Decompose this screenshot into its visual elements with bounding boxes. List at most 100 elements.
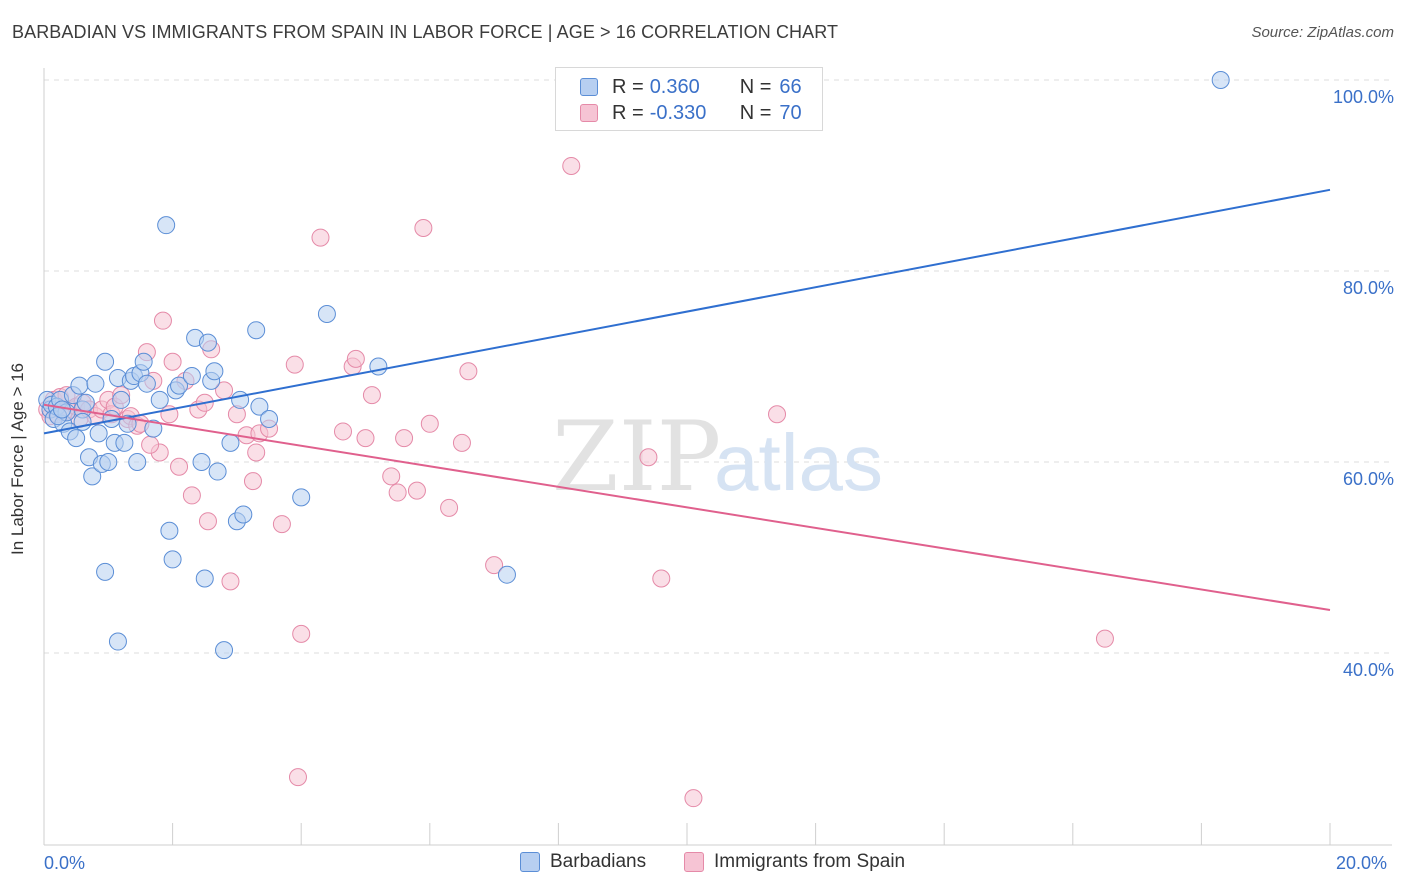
data-point bbox=[83, 467, 102, 486]
r-label: R = bbox=[612, 101, 644, 124]
legend-row-spain: R = -0.330 N = 70 bbox=[580, 102, 802, 124]
legend-item-barbadians[interactable]: Barbadians bbox=[520, 851, 646, 873]
x-tick-label: 0.0% bbox=[44, 853, 86, 873]
grid-lines bbox=[44, 79, 1392, 654]
data-point bbox=[144, 419, 163, 438]
blue-swatch-icon bbox=[520, 852, 540, 872]
data-point bbox=[420, 414, 439, 433]
trend-line bbox=[43, 403, 1331, 612]
data-point bbox=[243, 472, 262, 491]
data-point bbox=[260, 410, 279, 429]
data-point bbox=[333, 422, 352, 441]
series-barbadians bbox=[38, 71, 1230, 660]
data-point bbox=[215, 641, 234, 660]
source-label: Source: ZipAtlas.com bbox=[1251, 24, 1394, 41]
n-value: 66 bbox=[779, 75, 802, 98]
data-point bbox=[356, 429, 375, 448]
data-point bbox=[163, 352, 182, 371]
data-point bbox=[311, 228, 330, 247]
data-point bbox=[99, 453, 118, 471]
data-point bbox=[182, 486, 201, 505]
data-point bbox=[134, 352, 153, 371]
data-point bbox=[292, 624, 311, 643]
data-point bbox=[137, 374, 156, 393]
watermark-zip: ZIP bbox=[552, 401, 721, 513]
r-label: R = bbox=[612, 75, 644, 98]
blue-swatch-icon bbox=[580, 78, 598, 96]
data-point bbox=[150, 390, 169, 409]
data-point bbox=[231, 390, 250, 409]
data-point bbox=[1095, 629, 1114, 648]
stats-legend: R = 0.360 N = 66 R = -0.330 N = 70 bbox=[555, 67, 823, 131]
data-point bbox=[96, 352, 115, 371]
legend-item-spain[interactable]: Immigrants from Spain bbox=[684, 851, 905, 873]
n-label: N = bbox=[739, 75, 772, 98]
data-point bbox=[192, 453, 211, 471]
data-point bbox=[388, 483, 407, 502]
data-point bbox=[459, 362, 478, 381]
data-point bbox=[288, 768, 307, 787]
data-point bbox=[250, 397, 269, 416]
y-axis-label: In Labor Force | Age > 16 bbox=[8, 362, 27, 556]
y-tick-label: 40.0% bbox=[1342, 660, 1394, 680]
data-point bbox=[1211, 71, 1230, 89]
legend-label: Barbadians bbox=[550, 851, 647, 872]
y-tick-label: 60.0% bbox=[1342, 469, 1394, 489]
r-value: 0.360 bbox=[649, 75, 700, 98]
data-point bbox=[208, 462, 227, 481]
data-point bbox=[292, 488, 311, 507]
data-point bbox=[153, 311, 172, 330]
data-point bbox=[163, 550, 182, 569]
data-point bbox=[346, 349, 365, 368]
data-point bbox=[234, 505, 253, 524]
data-point bbox=[452, 433, 471, 452]
data-point bbox=[247, 443, 266, 462]
data-point bbox=[70, 376, 89, 395]
data-point bbox=[89, 424, 108, 443]
y-tick-label: 80.0% bbox=[1342, 278, 1394, 298]
data-point bbox=[768, 405, 787, 424]
data-point bbox=[141, 435, 160, 454]
data-point bbox=[67, 429, 86, 448]
trend-lines bbox=[43, 188, 1331, 612]
n-label: N = bbox=[739, 101, 772, 124]
pink-swatch-icon bbox=[684, 852, 704, 872]
data-point bbox=[128, 453, 147, 471]
data-point bbox=[639, 448, 658, 467]
data-point bbox=[221, 572, 240, 591]
chart-title: BARBADIAN VS IMMIGRANTS FROM SPAIN IN LA… bbox=[12, 22, 839, 42]
trend-line bbox=[43, 188, 1331, 435]
data-point bbox=[317, 304, 336, 323]
legend-label: Immigrants from Spain bbox=[714, 851, 906, 872]
data-point bbox=[86, 374, 105, 393]
r-value: -0.330 bbox=[649, 101, 707, 124]
data-point bbox=[108, 632, 127, 651]
watermark-atlas: atlas bbox=[714, 418, 883, 507]
data-point bbox=[285, 355, 304, 374]
data-point bbox=[485, 556, 504, 575]
data-point bbox=[221, 433, 240, 452]
data-point bbox=[414, 219, 433, 238]
data-point bbox=[198, 512, 217, 531]
data-point bbox=[198, 333, 217, 352]
data-point bbox=[362, 386, 381, 405]
data-point bbox=[182, 367, 201, 386]
n-value: 70 bbox=[779, 101, 802, 124]
y-tick-label: 100.0% bbox=[1332, 87, 1394, 107]
data-point bbox=[440, 498, 459, 517]
legend-row-barbadians: R = 0.360 N = 66 bbox=[580, 76, 802, 98]
data-point bbox=[112, 390, 131, 409]
data-point bbox=[160, 521, 179, 540]
data-point bbox=[170, 376, 189, 395]
data-point bbox=[395, 429, 414, 448]
data-point bbox=[157, 216, 176, 235]
data-point bbox=[684, 789, 703, 808]
data-point bbox=[369, 357, 388, 376]
data-point bbox=[170, 457, 189, 476]
data-point bbox=[272, 515, 291, 534]
data-point bbox=[497, 565, 516, 584]
data-point bbox=[96, 562, 115, 581]
data-point bbox=[382, 467, 401, 486]
pink-swatch-icon bbox=[580, 104, 598, 122]
